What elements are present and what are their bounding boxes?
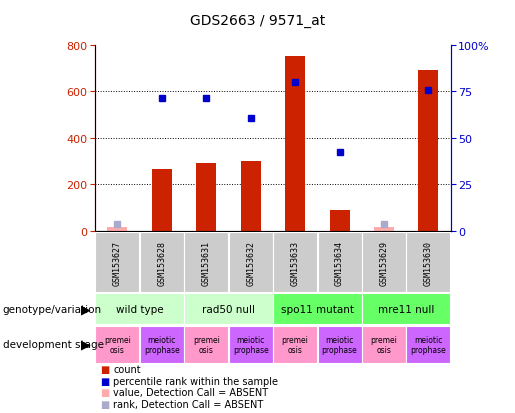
Text: GSM153630: GSM153630 — [424, 240, 433, 285]
Bar — [140, 233, 184, 292]
Bar — [95, 233, 140, 292]
Bar — [318, 233, 362, 292]
Bar — [406, 326, 451, 363]
Bar — [362, 326, 406, 363]
Bar — [273, 294, 362, 325]
Text: rad50 null: rad50 null — [202, 304, 255, 314]
Bar — [318, 326, 362, 363]
Text: GSM153632: GSM153632 — [246, 240, 255, 285]
Bar — [362, 233, 406, 292]
Bar — [273, 233, 317, 292]
Text: ■: ■ — [100, 399, 110, 409]
Bar — [330, 210, 350, 231]
Text: ▶: ▶ — [80, 303, 90, 316]
Bar — [152, 170, 172, 231]
Bar — [241, 161, 261, 231]
Bar — [229, 233, 273, 292]
Bar — [184, 233, 228, 292]
Text: GSM153631: GSM153631 — [202, 240, 211, 285]
Bar — [406, 233, 451, 292]
Text: GSM153633: GSM153633 — [290, 240, 300, 285]
Text: ■: ■ — [100, 387, 110, 397]
Bar — [285, 57, 305, 231]
Text: premei
osis: premei osis — [371, 335, 398, 354]
Text: meiotic
prophase: meiotic prophase — [233, 335, 269, 354]
Text: ▶: ▶ — [80, 338, 90, 351]
Bar — [140, 326, 184, 363]
Text: wild type: wild type — [116, 304, 163, 314]
Bar — [374, 228, 394, 231]
Bar — [362, 294, 451, 325]
Bar — [108, 228, 128, 231]
Bar — [95, 326, 140, 363]
Text: percentile rank within the sample: percentile rank within the sample — [113, 376, 278, 386]
Text: premei
osis: premei osis — [104, 335, 131, 354]
Text: ■: ■ — [100, 364, 110, 374]
Text: meiotic
prophase: meiotic prophase — [144, 335, 180, 354]
Text: spo11 mutant: spo11 mutant — [281, 304, 354, 314]
Text: meiotic
prophase: meiotic prophase — [410, 335, 447, 354]
Bar — [196, 164, 216, 231]
Text: GSM153629: GSM153629 — [380, 240, 388, 285]
Text: GSM153627: GSM153627 — [113, 240, 122, 285]
Text: count: count — [113, 364, 141, 374]
Text: GSM153628: GSM153628 — [158, 240, 166, 285]
Text: GDS2663 / 9571_at: GDS2663 / 9571_at — [190, 14, 325, 28]
Text: premei
osis: premei osis — [193, 335, 220, 354]
Text: premei
osis: premei osis — [282, 335, 308, 354]
Bar — [95, 294, 184, 325]
Text: rank, Detection Call = ABSENT: rank, Detection Call = ABSENT — [113, 399, 264, 409]
Text: GSM153634: GSM153634 — [335, 240, 344, 285]
Bar — [418, 71, 438, 231]
Text: genotype/variation: genotype/variation — [3, 304, 101, 314]
Bar — [273, 326, 317, 363]
Text: mre11 null: mre11 null — [378, 304, 434, 314]
Bar — [184, 294, 273, 325]
Text: development stage: development stage — [3, 339, 104, 349]
Text: ■: ■ — [100, 376, 110, 386]
Text: meiotic
prophase: meiotic prophase — [322, 335, 357, 354]
Bar — [229, 326, 273, 363]
Bar — [184, 326, 228, 363]
Text: value, Detection Call = ABSENT: value, Detection Call = ABSENT — [113, 387, 268, 397]
